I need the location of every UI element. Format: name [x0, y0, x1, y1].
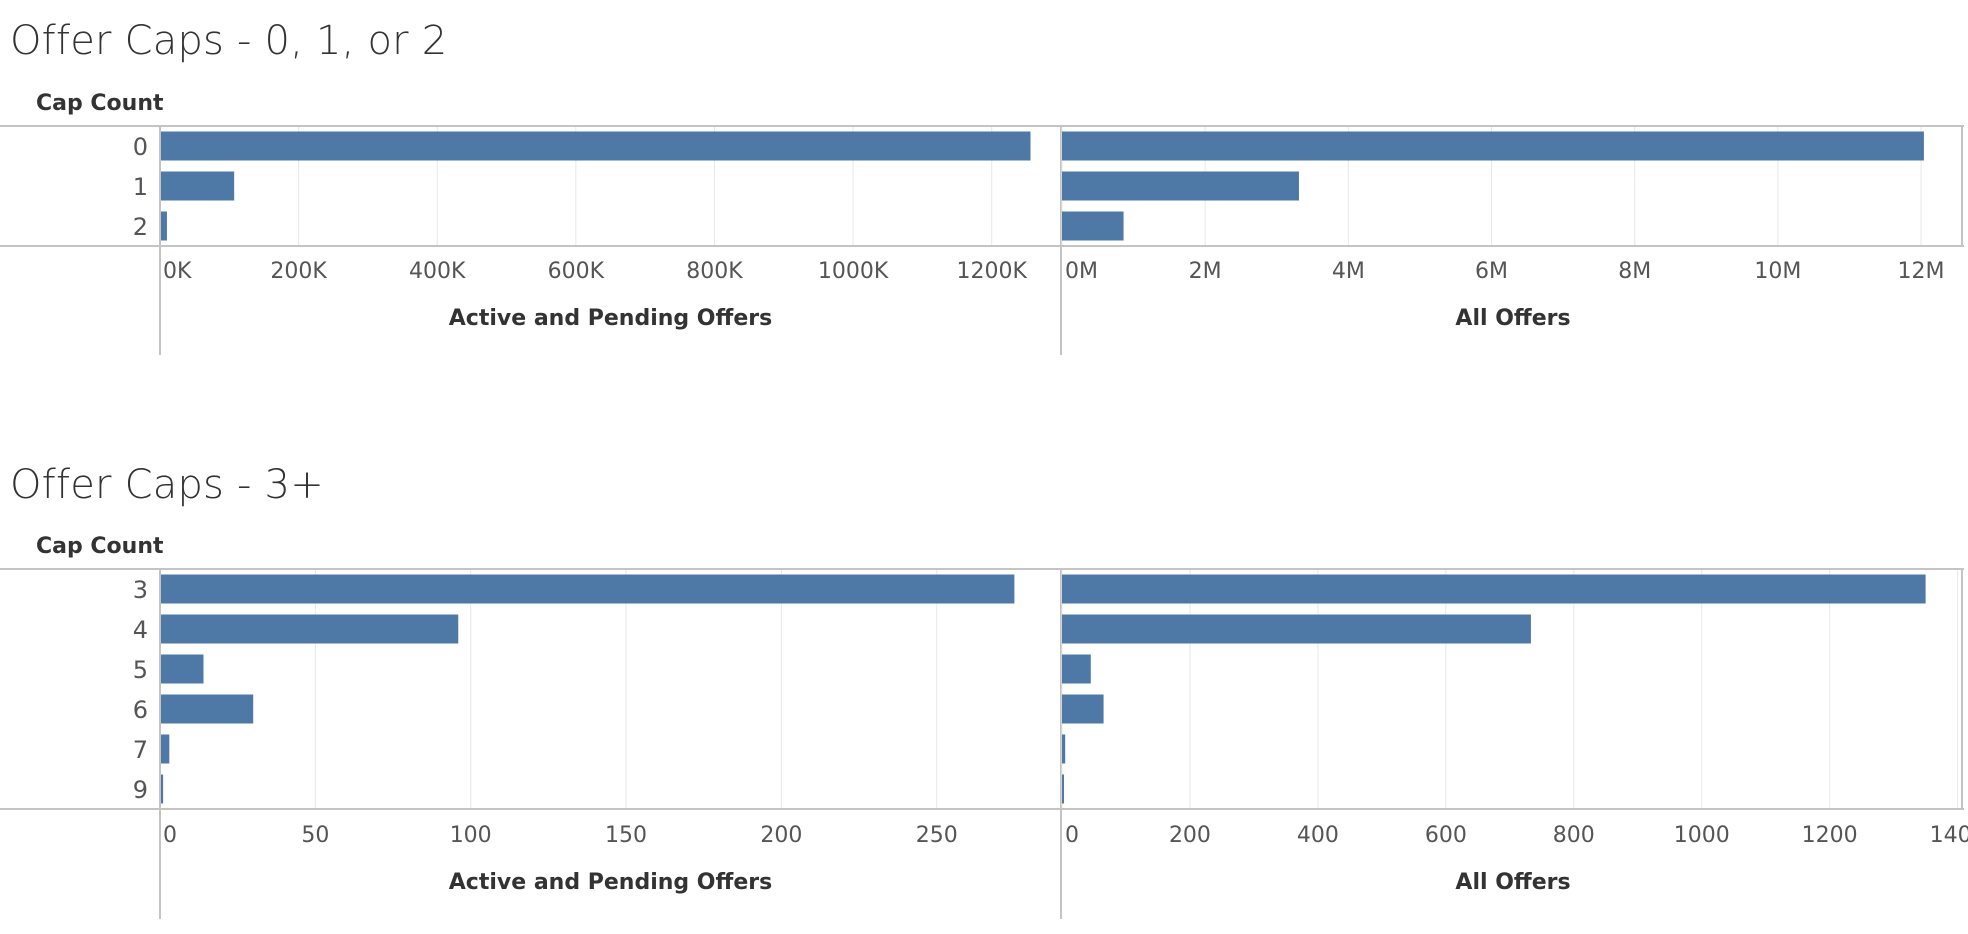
x-tick-label: 0 — [163, 823, 177, 848]
x-tick-label: 2M — [1189, 259, 1222, 284]
row-label: 2 — [133, 213, 148, 241]
x-tick-label: 6M — [1475, 259, 1508, 284]
x-tick-label: 150 — [605, 823, 647, 848]
bar-cap-0-panel-1 — [160, 131, 1031, 161]
bar-cap-6-panel-2 — [1062, 694, 1104, 724]
x-axis-title: All Offers — [1455, 870, 1570, 895]
bar-cap-1-panel-2 — [1062, 171, 1299, 201]
x-tick-label: 600K — [548, 259, 605, 284]
bar-cap-2-panel-1 — [160, 211, 167, 241]
row-label: 1 — [133, 173, 148, 201]
x-tick-label: 400 — [1297, 823, 1339, 848]
row-header-bottom: Cap Count — [36, 534, 164, 559]
bar-cap-5-panel-1 — [160, 654, 204, 684]
x-axis-title: All Offers — [1455, 306, 1570, 331]
chart-title-top: Offer Caps - 0, 1, or 2 — [10, 18, 448, 64]
x-tick-label: 8M — [1618, 259, 1651, 284]
bar-cap-1-panel-1 — [160, 171, 235, 201]
x-tick-label: 12M — [1898, 259, 1945, 284]
bar-cap-5-panel-2 — [1062, 654, 1091, 684]
x-tick-label: 50 — [301, 823, 329, 848]
x-tick-label: 200 — [760, 823, 802, 848]
x-tick-label: 250 — [916, 823, 958, 848]
bar-cap-9-panel-1 — [160, 774, 164, 804]
x-tick-label: 1000K — [818, 259, 889, 284]
row-label: 5 — [133, 656, 148, 684]
row-label: 4 — [133, 616, 148, 644]
x-tick-label: 800 — [1553, 823, 1595, 848]
bar-cap-9-panel-2 — [1062, 774, 1064, 804]
row-label: 3 — [133, 576, 148, 604]
x-tick-label: 800K — [686, 259, 743, 284]
x-tick-label: 100 — [450, 823, 492, 848]
bar-cap-4-panel-1 — [160, 614, 459, 644]
row-label: 9 — [133, 776, 148, 804]
bar-cap-6-panel-1 — [160, 694, 254, 724]
x-tick-label: 0K — [163, 259, 192, 284]
x-tick-label: 400K — [409, 259, 466, 284]
bar-cap-0-panel-2 — [1062, 131, 1924, 161]
row-label: 6 — [133, 696, 148, 724]
x-axis-title: Active and Pending Offers — [449, 870, 772, 895]
bar-cap-3-panel-2 — [1062, 574, 1926, 604]
x-tick-label: 1200 — [1802, 823, 1858, 848]
chart-title-bottom: Offer Caps - 3+ — [10, 462, 324, 508]
row-label: 0 — [133, 133, 148, 161]
bar-cap-7-panel-1 — [160, 734, 170, 764]
x-tick-label: 0M — [1065, 259, 1098, 284]
x-axis-title: Active and Pending Offers — [449, 306, 772, 331]
x-tick-label: 600 — [1425, 823, 1467, 848]
bar-cap-2-panel-2 — [1062, 211, 1124, 241]
bar-cap-4-panel-2 — [1062, 614, 1531, 644]
row-header-top: Cap Count — [36, 91, 164, 116]
x-tick-label: 200K — [270, 259, 327, 284]
x-tick-label: 10M — [1754, 259, 1801, 284]
x-tick-label: 200 — [1169, 823, 1211, 848]
x-tick-label: 4M — [1332, 259, 1365, 284]
x-tick-label: 0 — [1065, 823, 1079, 848]
x-tick-label: 1000 — [1674, 823, 1730, 848]
x-tick-label: 1200K — [956, 259, 1027, 284]
bar-cap-3-panel-1 — [160, 574, 1015, 604]
x-tick-label: 1400 — [1930, 823, 1968, 848]
row-label: 7 — [133, 736, 148, 764]
bar-cap-7-panel-2 — [1062, 734, 1066, 764]
